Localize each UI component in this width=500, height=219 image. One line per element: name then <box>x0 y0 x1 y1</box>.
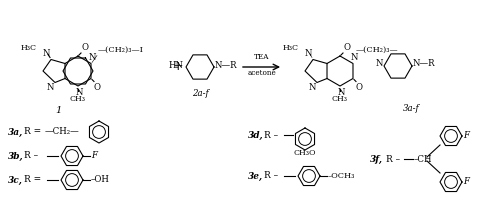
Text: 3a,: 3a, <box>8 127 23 136</box>
Text: +: + <box>172 60 184 74</box>
Text: acetone: acetone <box>247 69 276 77</box>
Text: TEA: TEA <box>254 53 269 61</box>
Text: HN: HN <box>169 60 184 69</box>
Text: —CH₂—: —CH₂— <box>45 127 80 136</box>
Text: F: F <box>463 131 469 141</box>
Text: N—R: N—R <box>413 60 436 69</box>
Text: 3a-f: 3a-f <box>403 104 420 113</box>
Text: –OCH₃: –OCH₃ <box>328 172 355 180</box>
Text: 3e,: 3e, <box>248 171 263 180</box>
Text: H₃C: H₃C <box>283 44 299 53</box>
Text: N: N <box>308 83 316 92</box>
Text: 3c,: 3c, <box>8 175 23 185</box>
Text: F: F <box>463 178 469 187</box>
Text: N: N <box>75 88 83 97</box>
Text: N—R: N—R <box>215 60 238 69</box>
Text: O: O <box>343 43 350 52</box>
Text: R –: R – <box>386 154 400 164</box>
Text: N: N <box>376 60 383 69</box>
Text: CH₃O: CH₃O <box>293 149 316 157</box>
Text: 3d,: 3d, <box>248 131 264 140</box>
Text: O: O <box>356 83 363 92</box>
Text: —(CH₂)₃—I: —(CH₂)₃—I <box>98 46 144 53</box>
Text: O: O <box>94 83 101 92</box>
Text: N: N <box>46 83 54 92</box>
Text: R –: R – <box>264 171 278 180</box>
Text: CH₃: CH₃ <box>332 95 348 103</box>
Text: R –: R – <box>264 131 278 140</box>
Text: R –: R – <box>24 152 38 161</box>
Text: 2a-f: 2a-f <box>192 89 208 98</box>
Text: —(CH₂)₃—: —(CH₂)₃— <box>356 46 399 53</box>
Text: R =: R = <box>24 127 41 136</box>
Text: N: N <box>88 53 96 62</box>
Text: 3f,: 3f, <box>370 154 383 164</box>
Text: N: N <box>42 49 50 58</box>
Text: 1: 1 <box>55 106 61 115</box>
Text: –CH: –CH <box>414 154 432 164</box>
Text: F: F <box>91 152 97 161</box>
Text: N: N <box>304 49 312 58</box>
Text: O: O <box>81 43 88 52</box>
Text: CH₃: CH₃ <box>70 95 86 103</box>
Text: 3b,: 3b, <box>8 152 24 161</box>
Text: N: N <box>337 88 345 97</box>
Text: H₃C: H₃C <box>21 44 37 53</box>
Text: N: N <box>350 53 358 62</box>
Text: –OH: –OH <box>91 175 110 184</box>
Text: R =: R = <box>24 175 41 184</box>
